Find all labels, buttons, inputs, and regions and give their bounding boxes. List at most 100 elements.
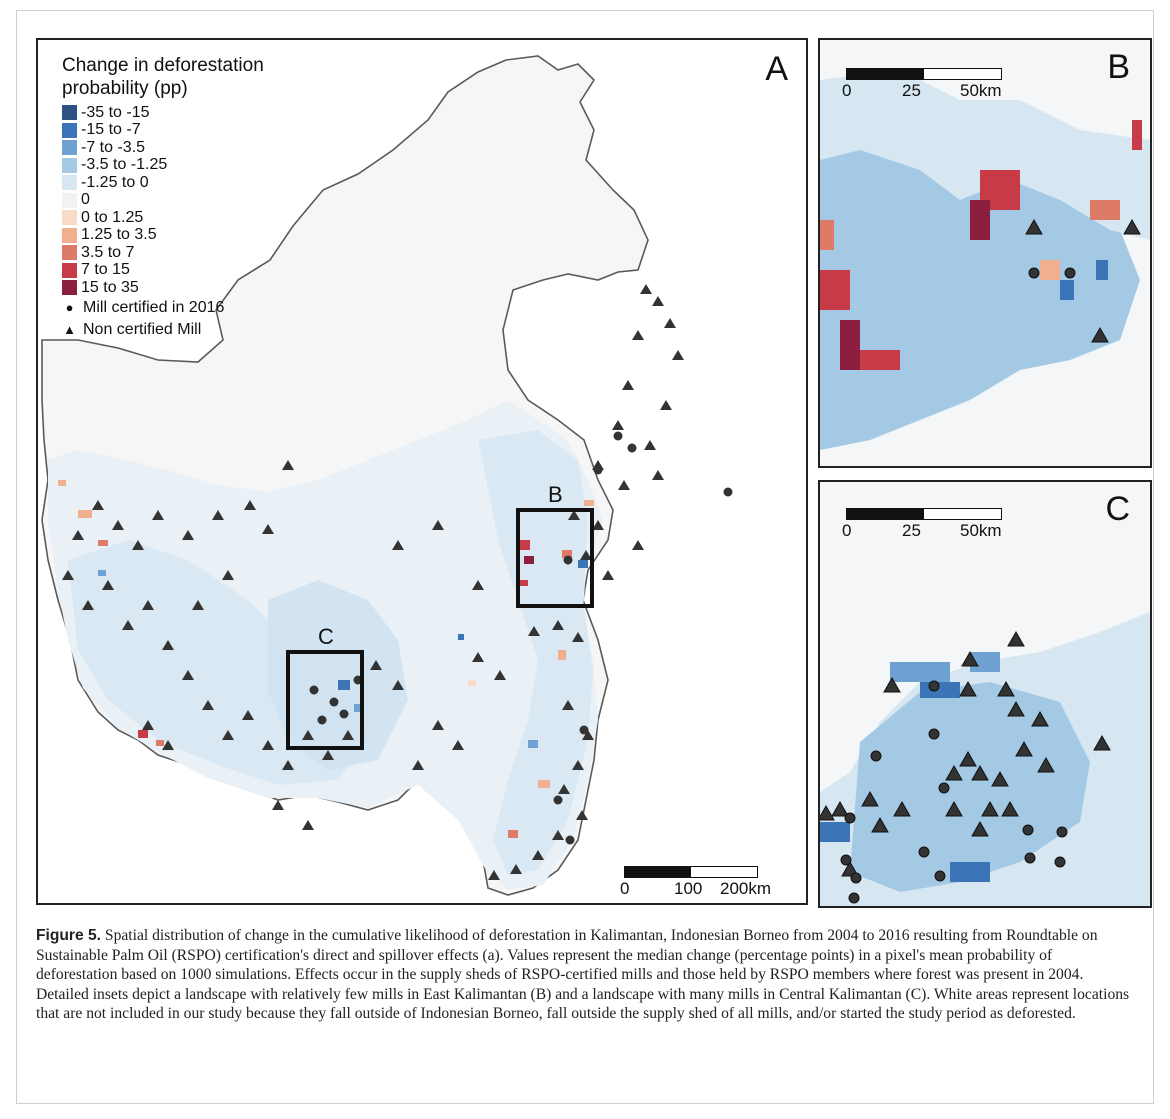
- legend-class-label: -35 to -15: [81, 103, 150, 121]
- legend-class-row: 7 to 15: [62, 262, 272, 280]
- mill-triangle: [302, 820, 314, 830]
- mill-triangle: [152, 510, 164, 520]
- mill-triangle: [1025, 218, 1043, 235]
- mill-triangle: [831, 800, 849, 817]
- mill-triangle: [488, 870, 500, 880]
- legend-class-row: -15 to -7: [62, 122, 272, 140]
- mill-circle: [870, 750, 882, 762]
- mill-triangle: [282, 760, 294, 770]
- legend-class-label: -3.5 to -1.25: [81, 156, 168, 174]
- mill-triangle: [552, 620, 564, 630]
- legend-swatch: [62, 192, 77, 208]
- supply-shed-east: [478, 430, 593, 875]
- borneo-map: B C: [41, 55, 733, 896]
- legend-class-row: -3.5 to -1.25: [62, 157, 272, 175]
- legend-swatch: [62, 280, 77, 296]
- supply-shed-central: [268, 580, 408, 770]
- scalebar-c: 0 25 50km: [842, 508, 1002, 540]
- mill-triangle: [112, 520, 124, 530]
- mill-circle: [938, 782, 950, 794]
- inset-c-mills: [820, 630, 1111, 904]
- mill-triangle: [1007, 700, 1025, 717]
- legend-swatch: [62, 262, 77, 278]
- mill-triangle: [92, 500, 104, 510]
- scalebar-b-label-2: 50km: [960, 81, 1002, 100]
- mill-triangle: [632, 330, 644, 340]
- legend-class-label: 15 to 35: [81, 278, 139, 296]
- mill-triangle: [632, 540, 644, 550]
- mill-triangle: [162, 640, 174, 650]
- mill-triangle: [981, 800, 999, 817]
- mill-circle: [579, 725, 589, 735]
- mill-circle: [1056, 826, 1068, 838]
- mill-circle: [593, 465, 603, 475]
- mill-triangle: [122, 620, 134, 630]
- panel-c-letter: C: [1105, 490, 1130, 528]
- mill-circle: [850, 872, 862, 884]
- mill-circle: [1028, 267, 1040, 279]
- mill-triangle: [392, 540, 404, 550]
- mill-triangle: [212, 510, 224, 520]
- mill-triangle: [592, 520, 604, 530]
- mill-triangle: [202, 700, 214, 710]
- legend-class-row: -7 to -3.5: [62, 139, 272, 157]
- legend-classes: -35 to -15 -15 to -7 -7 to -3.5 -3.5 to -1.…: [62, 104, 272, 297]
- mill-circle: [1064, 267, 1076, 279]
- mill-triangle: [971, 820, 989, 837]
- mill-triangle: [82, 600, 94, 610]
- legend-noncertified-mill: ▲ Non certified Mill: [62, 319, 272, 341]
- mill-triangle: [576, 810, 588, 820]
- mill-triangle: [893, 800, 911, 817]
- scalebar-c-label-1: 25: [902, 521, 921, 540]
- mill-triangle: [644, 440, 656, 450]
- mill-triangle: [1123, 218, 1141, 235]
- mill-triangle: [132, 540, 144, 550]
- inset-b-map: [820, 40, 1150, 466]
- mill-triangle: [510, 864, 522, 874]
- scalebar-a-label-0: 0: [620, 879, 630, 898]
- scalebar-c-label-0: 0: [842, 521, 852, 540]
- mill-triangle: [262, 524, 274, 534]
- mill-circle: [723, 487, 733, 497]
- inset-c-map: [820, 482, 1150, 906]
- mill-circle: [565, 835, 575, 845]
- mill-triangle: [883, 676, 901, 693]
- mill-triangle: [991, 770, 1009, 787]
- mill-triangle: [322, 750, 334, 760]
- panel-b-letter: B: [1107, 48, 1130, 86]
- legend-certified-mill: ● Mill certified in 2016: [62, 297, 272, 319]
- mill-triangle: [72, 530, 84, 540]
- mill-triangle: [472, 580, 484, 590]
- mill-triangle: [222, 570, 234, 580]
- mill-triangle: [945, 800, 963, 817]
- mill-triangle: [961, 650, 979, 667]
- mill-triangle: [562, 700, 574, 710]
- mill-triangle: [182, 530, 194, 540]
- mill-triangle: [622, 380, 634, 390]
- mill-triangle: [1093, 734, 1111, 751]
- figure-label: Figure 5.: [36, 927, 101, 944]
- figure-caption: Figure 5. Spatial distribution of change…: [36, 926, 1136, 1024]
- mill-circle: [329, 697, 339, 707]
- legend-certified-label: Mill certified in 2016: [83, 298, 225, 316]
- inset-b-lightblue-area: [820, 70, 1150, 240]
- mill-triangle: [841, 860, 859, 877]
- mill-triangle: [142, 600, 154, 610]
- mill-triangle: [672, 350, 684, 360]
- mill-circle: [563, 555, 573, 565]
- legend-class-row: 15 to 35: [62, 279, 272, 297]
- legend-swatch: [62, 210, 77, 226]
- legend-class-label: 3.5 to 7: [81, 243, 135, 261]
- scalebar-a-label-1: 100: [674, 879, 703, 898]
- legend-title: Change in deforestation probability (pp): [62, 55, 264, 99]
- mill-triangle: [182, 670, 194, 680]
- mill-triangle: [1001, 800, 1019, 817]
- mill-triangle: [558, 784, 570, 794]
- legend-swatch: [62, 105, 77, 121]
- scalebar-a-bar: [624, 866, 758, 878]
- inset-box-c-label: C: [318, 624, 334, 649]
- mill-triangle: [1037, 756, 1055, 773]
- mill-triangle: [1007, 630, 1025, 647]
- mill-triangle: [142, 720, 154, 730]
- mill-triangle: [871, 816, 889, 833]
